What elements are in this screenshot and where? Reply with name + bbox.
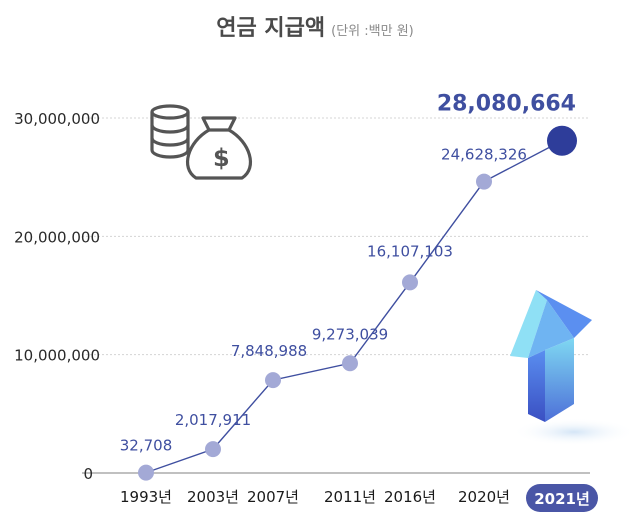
data-point (402, 274, 418, 291)
data-point (138, 464, 154, 481)
y-tick-label: 20,000,000 (14, 228, 100, 246)
x-tick-label: 2003년 (187, 488, 239, 506)
x-tick-label: 1993년 (120, 488, 172, 506)
data-label-highlight: 28,080,664 (437, 92, 576, 117)
data-point (342, 355, 358, 372)
y-tick-label: 30,000,000 (14, 110, 100, 128)
chart-title: 연금 지급액 (216, 16, 326, 41)
data-label: 16,107,103 (367, 242, 453, 260)
chart-subtitle: (단위 :백만 원) (331, 24, 414, 39)
data-label: 32,708 (120, 437, 173, 455)
x-tick-label: 2011년 (324, 488, 376, 506)
chart-title-block: 연금 지급액 (단위 :백만 원) (0, 10, 630, 42)
y-tick-label: 0 (83, 465, 93, 483)
money-bag-icon: $ (185, 116, 253, 180)
x-tick-label: 2016년 (384, 488, 436, 506)
data-point-highlight (547, 125, 577, 156)
data-point (476, 173, 492, 190)
coin-stack-icon (150, 104, 190, 159)
data-label: 9,273,039 (312, 325, 388, 343)
data-point (265, 372, 281, 389)
dollar-sign-glyph: $ (213, 144, 230, 172)
highlight-year-badge (526, 484, 598, 512)
data-label: 24,628,326 (441, 146, 527, 164)
y-tick-label: 10,000,000 (14, 347, 100, 365)
x-tick-label: 2021년 (534, 490, 590, 508)
x-tick-label: 2007년 (247, 488, 299, 506)
data-label: 2,017,911 (175, 411, 251, 429)
x-tick-label: 2020년 (458, 488, 510, 506)
up-arrow-icon (510, 290, 630, 446)
data-label: 7,848,988 (231, 342, 307, 360)
data-point (205, 441, 221, 458)
